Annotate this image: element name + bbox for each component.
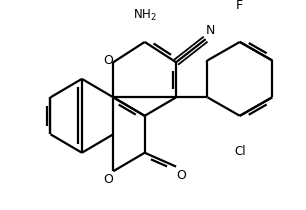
Text: F: F xyxy=(236,0,243,12)
Text: O: O xyxy=(176,169,186,182)
Text: Cl: Cl xyxy=(234,145,246,158)
Text: O: O xyxy=(103,54,113,67)
Text: NH$_2$: NH$_2$ xyxy=(133,8,157,24)
Text: N: N xyxy=(206,24,215,37)
Text: O: O xyxy=(103,173,113,186)
